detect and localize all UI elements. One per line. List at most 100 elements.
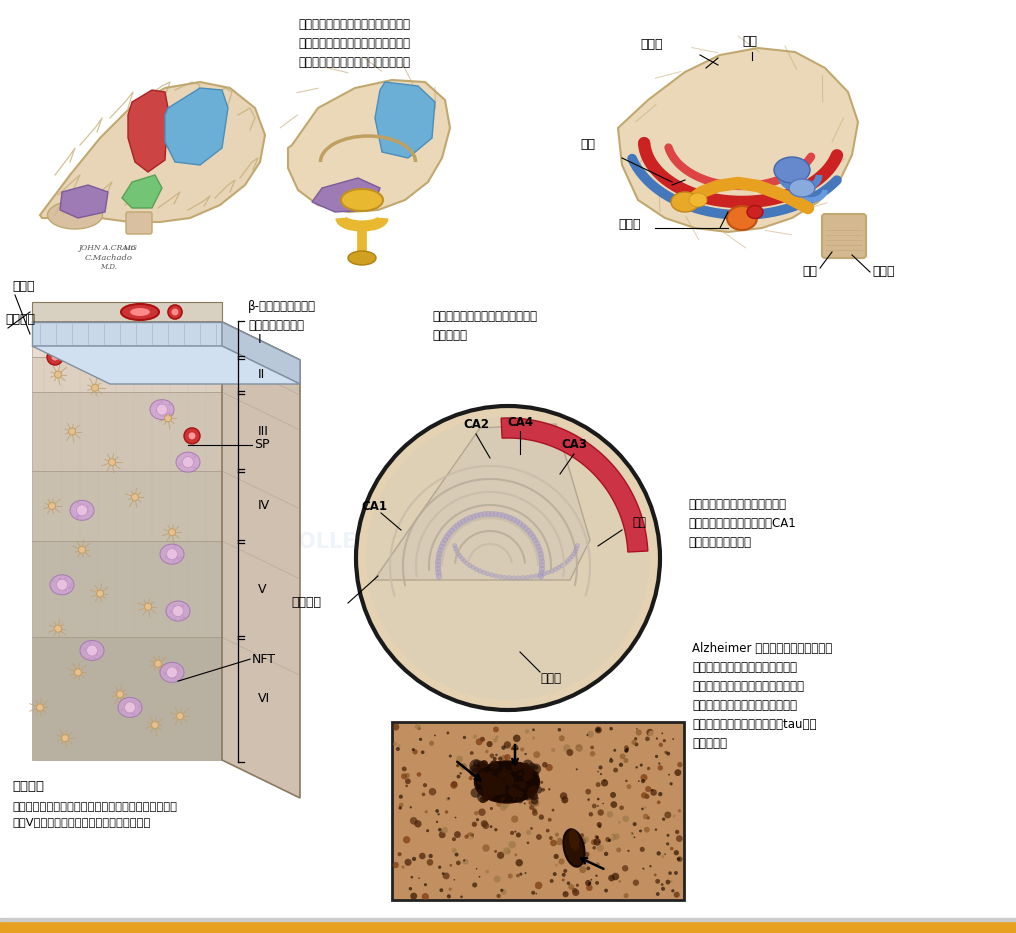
Text: 联络皮质: 联络皮质 <box>12 780 44 793</box>
Circle shape <box>595 881 599 884</box>
Circle shape <box>546 570 551 575</box>
Circle shape <box>563 834 568 839</box>
Circle shape <box>183 617 186 620</box>
Circle shape <box>498 780 507 788</box>
Circle shape <box>410 876 414 879</box>
Circle shape <box>462 559 466 564</box>
Circle shape <box>662 817 665 821</box>
Circle shape <box>501 889 507 895</box>
Text: 中缝核: 中缝核 <box>872 265 894 278</box>
Circle shape <box>570 554 574 559</box>
Circle shape <box>478 790 490 803</box>
Circle shape <box>450 782 457 788</box>
Circle shape <box>558 728 561 731</box>
Circle shape <box>452 848 456 853</box>
Circle shape <box>501 755 507 761</box>
Circle shape <box>625 749 628 753</box>
Circle shape <box>75 516 78 519</box>
Circle shape <box>523 525 528 531</box>
Ellipse shape <box>774 157 810 183</box>
FancyBboxPatch shape <box>822 214 866 258</box>
Circle shape <box>449 887 452 891</box>
Circle shape <box>523 774 529 781</box>
Circle shape <box>512 745 518 751</box>
Circle shape <box>526 842 529 844</box>
Circle shape <box>478 789 482 793</box>
Circle shape <box>167 412 170 416</box>
Circle shape <box>675 829 680 834</box>
Circle shape <box>514 787 522 794</box>
Circle shape <box>399 795 403 799</box>
Circle shape <box>523 766 531 773</box>
Circle shape <box>649 865 651 868</box>
Circle shape <box>622 865 628 871</box>
Circle shape <box>647 767 650 771</box>
Circle shape <box>663 892 666 897</box>
Circle shape <box>76 505 87 516</box>
Circle shape <box>506 773 513 780</box>
Circle shape <box>573 822 576 825</box>
Circle shape <box>408 887 412 890</box>
Circle shape <box>624 748 629 753</box>
Circle shape <box>654 873 656 876</box>
Circle shape <box>537 551 544 557</box>
Circle shape <box>523 764 528 770</box>
Circle shape <box>454 549 459 553</box>
Circle shape <box>529 791 537 801</box>
Circle shape <box>174 545 177 548</box>
Circle shape <box>530 827 533 829</box>
Circle shape <box>525 730 529 733</box>
Circle shape <box>627 832 633 839</box>
Circle shape <box>493 727 499 732</box>
Circle shape <box>483 844 490 852</box>
Circle shape <box>457 521 463 526</box>
Circle shape <box>483 788 487 792</box>
Ellipse shape <box>50 575 74 595</box>
Circle shape <box>672 889 675 893</box>
Circle shape <box>396 747 400 751</box>
Circle shape <box>588 812 593 816</box>
Circle shape <box>183 456 193 467</box>
Circle shape <box>475 818 480 821</box>
Circle shape <box>604 779 606 782</box>
Circle shape <box>550 840 557 846</box>
Circle shape <box>645 786 651 792</box>
Circle shape <box>595 874 597 877</box>
Circle shape <box>77 513 80 516</box>
Text: V: V <box>258 583 266 595</box>
Circle shape <box>452 837 456 842</box>
Circle shape <box>516 762 524 770</box>
Circle shape <box>460 763 466 770</box>
Ellipse shape <box>671 192 699 212</box>
Circle shape <box>561 797 568 803</box>
Circle shape <box>670 864 677 870</box>
Circle shape <box>421 750 425 754</box>
Circle shape <box>554 854 559 859</box>
Circle shape <box>458 554 462 559</box>
Circle shape <box>501 745 506 750</box>
Circle shape <box>503 767 506 770</box>
Circle shape <box>37 703 44 711</box>
Circle shape <box>594 835 598 839</box>
Circle shape <box>498 799 501 801</box>
Circle shape <box>596 836 598 839</box>
Circle shape <box>666 842 670 845</box>
Ellipse shape <box>789 179 815 197</box>
Circle shape <box>426 829 429 832</box>
Circle shape <box>490 825 493 828</box>
Circle shape <box>486 870 490 873</box>
Circle shape <box>606 837 611 842</box>
Circle shape <box>498 575 503 579</box>
Circle shape <box>516 767 518 769</box>
Circle shape <box>177 713 184 719</box>
Circle shape <box>608 839 611 842</box>
Circle shape <box>582 862 585 865</box>
Circle shape <box>597 771 598 773</box>
Circle shape <box>670 880 673 883</box>
Circle shape <box>563 869 567 873</box>
Circle shape <box>191 453 194 455</box>
Circle shape <box>398 745 400 747</box>
Circle shape <box>177 558 180 561</box>
Circle shape <box>591 880 598 886</box>
Circle shape <box>494 574 498 578</box>
